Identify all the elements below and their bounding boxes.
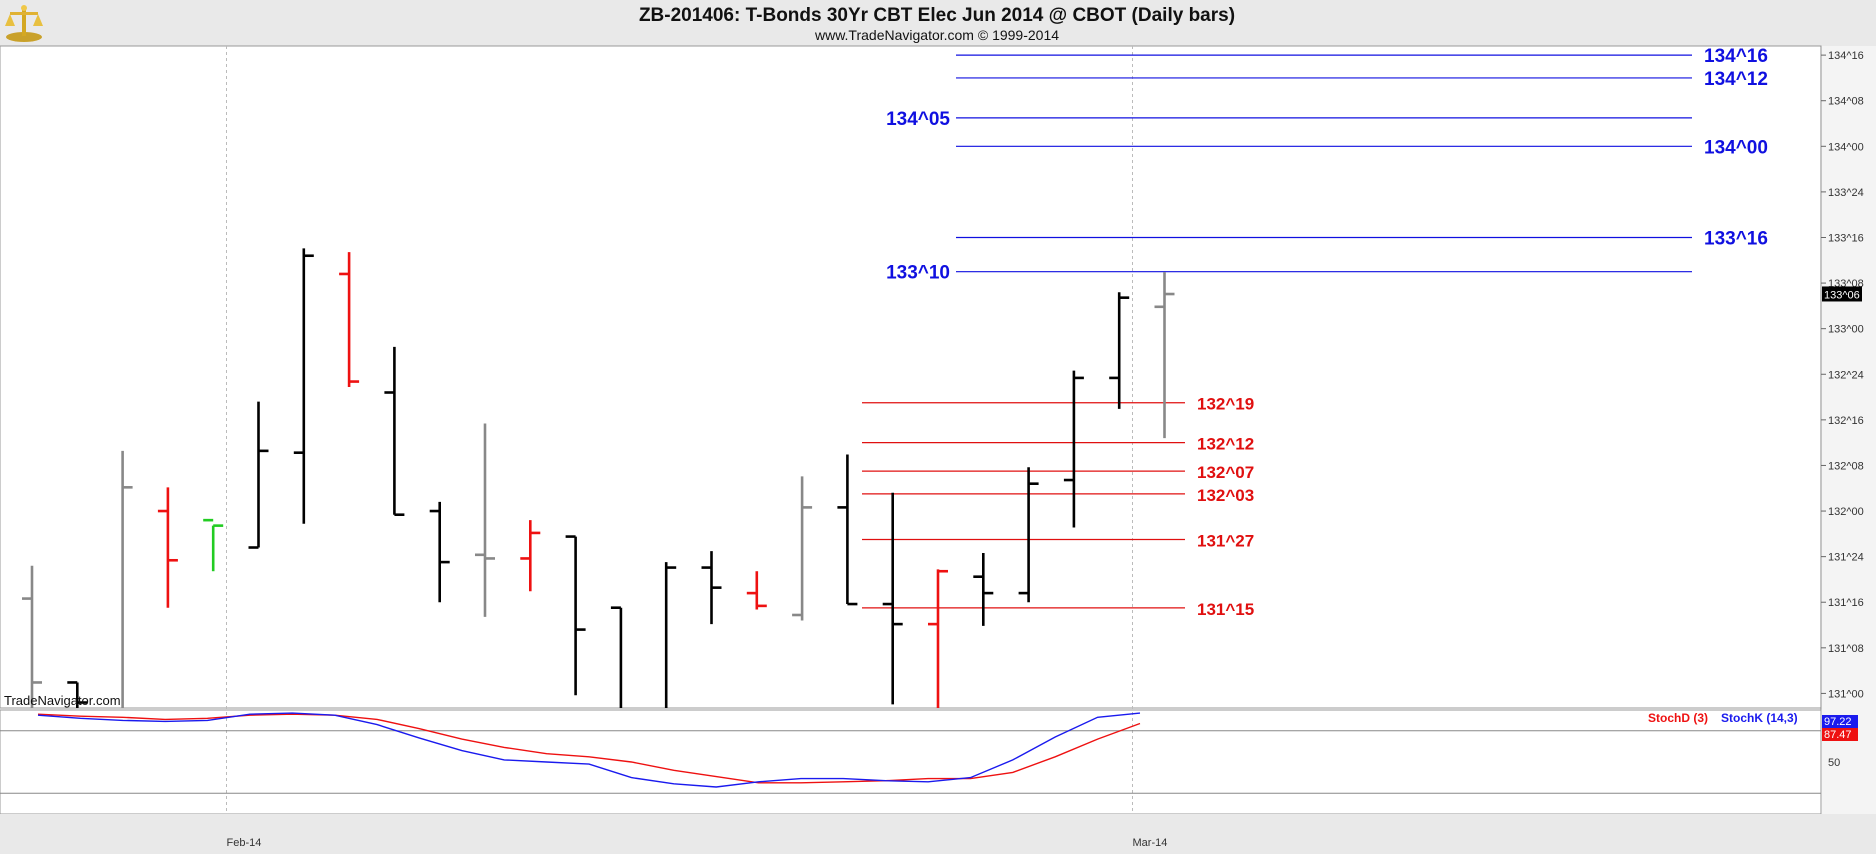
ohlc-bar (882, 492, 903, 705)
ohlc-bar (67, 681, 88, 708)
ohlc-bar (1018, 467, 1039, 603)
watermark-text: TradeNavigator.com (4, 693, 121, 708)
y-tick-label: 132^16 (1828, 415, 1864, 427)
ohlc-bar (121, 450, 133, 708)
price-axis: 131^00 131^08 131^16 131^24 132^00 132^08 132^… (1821, 50, 1864, 700)
ohlc-bar (248, 401, 269, 549)
ohlc-bar (837, 454, 858, 606)
level-label: 132^12 (1197, 435, 1254, 454)
stoch-value-badge (1822, 728, 1858, 741)
stochk-legend: StochK (14,3) (1721, 711, 1798, 725)
level-label: 131^27 (1197, 531, 1254, 550)
level-label: 132^07 (1197, 463, 1254, 482)
ohlc-bar (928, 569, 948, 708)
last-price-label: 133^06 (1824, 289, 1860, 301)
stochastic-panel: 50 StochD (3) 87.47 StochK (14,3) 97.22 (0, 711, 1858, 794)
y-tick-label: 132^24 (1828, 369, 1864, 381)
gold-scale-icon (5, 5, 43, 42)
y-tick-label: 134^00 (1828, 141, 1864, 153)
level-label: 134^16 (1704, 46, 1768, 67)
ohlc-bar (973, 552, 994, 626)
ohlc-bar (792, 476, 813, 621)
y-tick-label: 134^16 (1828, 50, 1864, 62)
y-tick-label: 134^08 (1828, 96, 1864, 108)
price-panel (0, 45, 1822, 709)
stochk-line (37, 712, 1141, 788)
ohlc-bar (429, 501, 450, 603)
level-label: 132^19 (1197, 395, 1254, 414)
stochd-legend: StochD (3) (1648, 711, 1708, 725)
level-label: 132^03 (1197, 486, 1254, 505)
stoch-value-label: 87.47 (1824, 729, 1852, 741)
level-label: 134^12 (1704, 69, 1768, 90)
stoch-value-label: 97.22 (1824, 716, 1852, 728)
chart-title: ZB-201406: T-Bonds 30Yr CBT Elec Jun 201… (639, 5, 1235, 26)
level-label: 134^05 (886, 109, 950, 130)
ohlc-bar (384, 346, 405, 516)
ohlc-bar (664, 562, 677, 708)
ohlc-bar (565, 535, 586, 696)
ohlc-bars (22, 248, 1175, 708)
x-tick-label: Mar-14 (1133, 837, 1168, 849)
stoch-y-tick-label: 50 (1828, 757, 1840, 769)
date-axis: Feb-14 Mar-14 (227, 837, 1168, 849)
y-tick-label: 132^08 (1828, 460, 1864, 472)
ohlc-bar (1109, 292, 1130, 409)
level-label: 134^00 (1704, 137, 1768, 158)
y-tick-label: 133^24 (1828, 187, 1864, 199)
x-tick-label: Feb-14 (227, 837, 262, 849)
level-label: 133^10 (886, 263, 950, 284)
ohlc-bar (520, 520, 541, 592)
stoch-panel (0, 709, 1822, 815)
ohlc-bar (22, 565, 42, 708)
ohlc-bar (475, 423, 495, 617)
ohlc-bar (701, 551, 722, 625)
stoch-value-badge (1822, 715, 1858, 728)
ohlc-bar (339, 252, 360, 388)
y-axis-bar (1822, 46, 1876, 814)
y-tick-label: 132^00 (1828, 506, 1864, 518)
ohlc-bar (746, 571, 767, 610)
ohlc-bar (1063, 370, 1084, 528)
last-price-badge (1822, 286, 1862, 302)
chart-subtitle: www.TradeNavigator.com © 1999-2014 (814, 27, 1059, 43)
y-tick-label: 131^16 (1828, 597, 1864, 609)
y-tick-label: 131^00 (1828, 688, 1864, 700)
level-label: 133^16 (1704, 228, 1768, 249)
level-label: 131^15 (1197, 600, 1254, 619)
ohlc-bar (610, 606, 623, 708)
y-tick-label: 131^08 (1828, 643, 1864, 655)
ohlc-bar (293, 248, 314, 524)
x-axis-bar (0, 814, 1876, 854)
header-bar (0, 0, 1876, 46)
ohlc-bar (157, 487, 178, 608)
ohlc-bar (203, 518, 224, 572)
y-tick-label: 131^24 (1828, 552, 1864, 564)
grid (226, 46, 1133, 814)
ohlc-bar (1154, 272, 1175, 439)
y-tick-label: 133^00 (1828, 324, 1864, 336)
y-tick-label: 133^16 (1828, 232, 1864, 244)
